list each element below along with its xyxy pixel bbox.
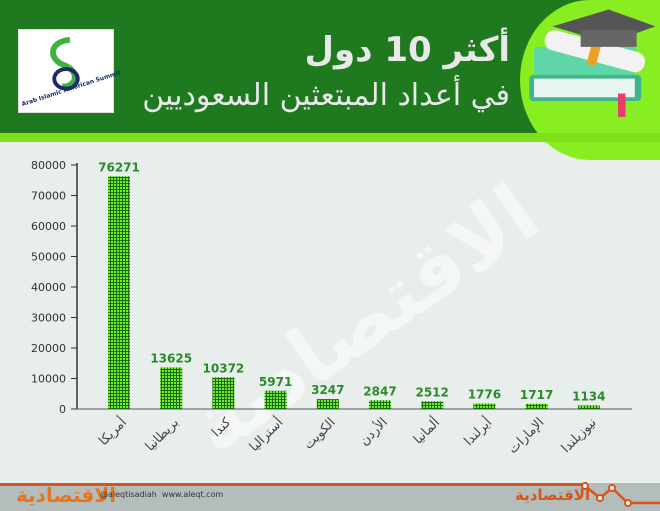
page-subtitle: في أعداد المبتعثين السعوديين	[142, 78, 510, 113]
y-tick-label: 50000	[31, 251, 66, 264]
x-tick-label: ألمانيا	[409, 414, 443, 448]
y-tick-label: 80000	[31, 159, 66, 172]
data-label: 1134	[572, 390, 605, 404]
data-label: 1717	[520, 388, 553, 402]
y-tick-label: 10000	[31, 373, 66, 386]
accent-stripe	[0, 133, 660, 142]
x-tick-label: أيرلندا	[460, 414, 495, 449]
x-tick-label: أمريكا	[95, 414, 130, 449]
x-tick-label: الأردن	[356, 414, 391, 449]
y-tick-label: 0	[59, 403, 66, 416]
y-tick-label: 30000	[31, 312, 66, 325]
data-label: 10372	[203, 361, 245, 375]
graduation-books-icon	[520, 0, 660, 160]
footer-links: @aleqtisadiah www.aleqt.com	[100, 490, 223, 499]
data-label: 76271	[98, 160, 140, 174]
data-label: 3247	[311, 383, 344, 397]
footer	[0, 483, 660, 511]
summit-logo-icon	[50, 36, 80, 91]
bar	[577, 405, 600, 409]
x-tick-label: بريطانيا	[143, 415, 182, 454]
data-label: 5971	[259, 375, 292, 389]
trend-line-icon	[581, 482, 660, 507]
y-tick-label: 70000	[31, 190, 66, 203]
page-title: أكثر 10 دول	[304, 30, 510, 70]
bar	[160, 367, 183, 409]
footer-line	[0, 483, 585, 486]
brand-logo-right: الاقتصادية	[515, 486, 591, 504]
y-tick-label: 40000	[31, 281, 66, 294]
bar	[473, 403, 496, 409]
data-label: 2847	[363, 384, 396, 398]
x-tick-label: الإمارات	[506, 415, 548, 457]
bar	[369, 400, 391, 409]
data-label: 13625	[150, 351, 192, 365]
data-label: 1776	[468, 388, 501, 402]
x-tick-label: نيوزيلندا	[559, 415, 600, 456]
bar	[525, 403, 548, 409]
summit-logo: Arab Islamic American Summit	[18, 29, 122, 113]
data-label: 2512	[415, 385, 448, 399]
bar	[264, 390, 287, 409]
bar	[108, 176, 130, 409]
bar	[212, 377, 235, 409]
social-handle[interactable]: @aleqtisadiah	[100, 490, 157, 499]
bar	[421, 401, 444, 409]
brand-logo-left: الاقتصادية	[16, 483, 117, 507]
website-link[interactable]: www.aleqt.com	[161, 490, 224, 499]
bar-chart: الاقتصادية 01000020000300004000050000600…	[31, 159, 632, 472]
bar	[316, 399, 339, 409]
y-tick-label: 60000	[31, 220, 66, 233]
x-tick-label: الكويت	[301, 415, 338, 452]
y-tick-label: 20000	[31, 342, 66, 355]
